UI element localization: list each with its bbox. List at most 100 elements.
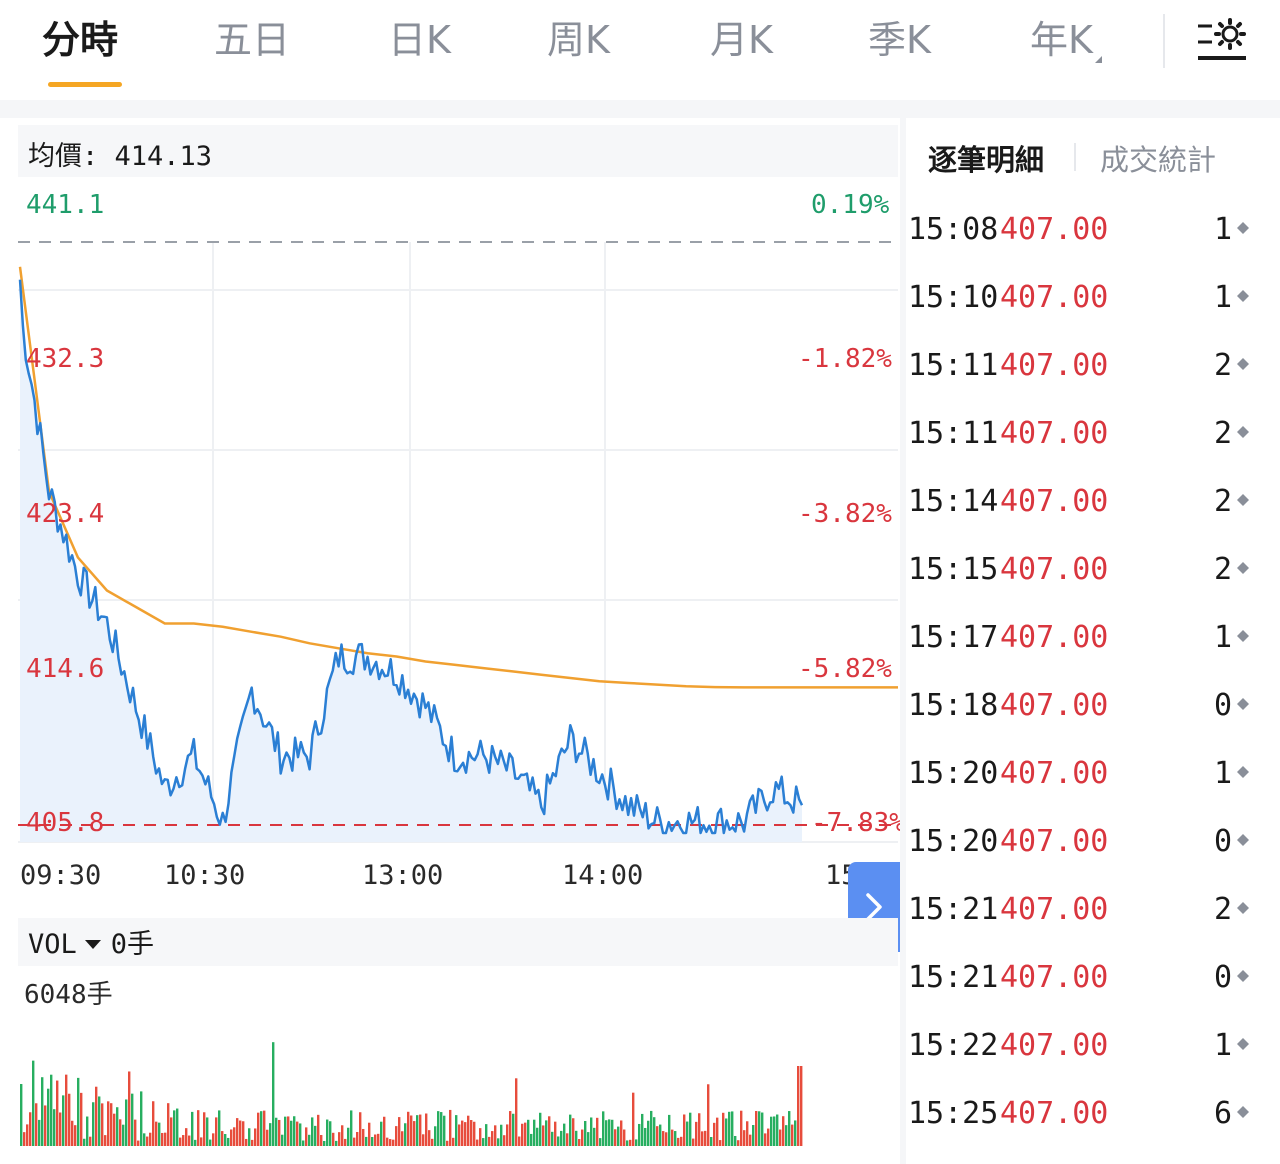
tab-trade-stats[interactable]: 成交統計: [1100, 143, 1217, 177]
volume-bar: [41, 1077, 44, 1146]
volume-bar: [695, 1121, 698, 1146]
volume-selector[interactable]: VOL 0手: [28, 922, 154, 961]
tab-tick-detail[interactable]: 逐筆明細: [928, 143, 1045, 177]
volume-bar: [755, 1110, 758, 1146]
volume-bar: [47, 1088, 50, 1146]
volume-bar: [269, 1123, 272, 1146]
volume-bar: [263, 1110, 266, 1146]
volume-bar: [731, 1111, 734, 1146]
volume-bar: [200, 1137, 203, 1146]
trade-row: 15:17 407.00 1: [906, 610, 1256, 670]
volume-bar: [413, 1121, 416, 1146]
volume-bar: [647, 1120, 650, 1146]
volume-bar: [653, 1117, 656, 1146]
trade-price: 407.00: [1000, 484, 1109, 519]
volume-bar: [365, 1136, 368, 1146]
volume-bar: [50, 1074, 53, 1146]
volume-bar: [698, 1113, 701, 1146]
tab-yearly-k[interactable]: 年K: [1030, 12, 1102, 68]
volume-bar: [509, 1111, 512, 1146]
price-area-fill: [20, 279, 802, 842]
trade-row: 15:21 407.00 2: [906, 882, 1256, 942]
trade-price: 407.00: [1000, 280, 1109, 315]
trade-row: 15:22 407.00 1: [906, 1018, 1256, 1078]
volume-bar: [461, 1120, 464, 1146]
volume-bar: [602, 1111, 605, 1146]
tab-monthly-k[interactable]: 月K: [710, 18, 773, 62]
volume-bar: [236, 1118, 239, 1146]
volume-bar: [629, 1139, 632, 1146]
volume-bar: [440, 1112, 443, 1146]
volume-bar: [149, 1132, 152, 1146]
volume-bar: [797, 1066, 800, 1146]
volume-bar: [560, 1130, 563, 1146]
volume-bar: [608, 1119, 611, 1146]
y-label-bottom: 405.8: [26, 808, 105, 838]
volume-bar: [326, 1119, 329, 1146]
tab-daily-k[interactable]: 日K: [388, 18, 451, 62]
volume-bar: [329, 1121, 332, 1146]
trade-direction-icon: [1237, 834, 1249, 846]
y-label-top: 441.1: [26, 190, 105, 220]
trade-row: 15:10 407.00 1: [906, 270, 1256, 330]
volume-bar: [377, 1133, 380, 1146]
trade-quantity: 2: [1213, 348, 1232, 383]
volume-bar: [596, 1117, 599, 1146]
volume-bar: [488, 1136, 491, 1146]
volume-bar: [407, 1111, 410, 1146]
volume-bar: [767, 1128, 770, 1146]
tab-weekly-k[interactable]: 周K: [547, 18, 610, 62]
volume-bar: [218, 1110, 221, 1146]
volume-bar: [617, 1126, 620, 1146]
volume-bar: [197, 1110, 200, 1146]
volume-bar: [722, 1112, 725, 1146]
volume-bar: [464, 1122, 467, 1146]
period-tab-bar: 分時 五日 日K 周K 月K 季K 年K: [0, 0, 1280, 100]
volume-bar: [503, 1135, 506, 1146]
volume-bar: [569, 1114, 572, 1146]
trade-time: 15:18: [908, 688, 999, 723]
volume-bar: [86, 1116, 89, 1146]
trade-price: 407.00: [1000, 416, 1109, 451]
volume-bar: [239, 1120, 242, 1146]
volume-bar: [185, 1128, 188, 1146]
trade-direction-icon: [1237, 902, 1249, 914]
volume-bar: [716, 1117, 719, 1146]
trade-row: 15:11 407.00 2: [906, 338, 1256, 398]
volume-bar: [179, 1137, 182, 1146]
volume-bar: [62, 1095, 65, 1146]
trade-row: 15:21 407.00 0: [906, 950, 1256, 1010]
volume-bar: [89, 1136, 92, 1146]
volume-bar: [317, 1114, 320, 1146]
trade-price: 407.00: [1000, 756, 1109, 791]
volume-bar: [203, 1112, 206, 1146]
volume-bar: [593, 1127, 596, 1146]
volume-bar: [587, 1132, 590, 1146]
volume-bar: [395, 1126, 398, 1146]
tab-quarterly-k[interactable]: 季K: [868, 18, 931, 62]
tab-five-day[interactable]: 五日: [214, 18, 291, 62]
volume-bar: [785, 1125, 788, 1146]
trade-row: 15:18 407.00 0: [906, 678, 1256, 738]
trade-direction-icon: [1237, 562, 1249, 574]
volume-bar: [347, 1127, 350, 1146]
trade-direction-icon: [1237, 970, 1249, 982]
volume-bar: [275, 1117, 278, 1146]
trade-direction-icon: [1237, 494, 1249, 506]
volume-bar: [572, 1118, 575, 1146]
volume-bar: [779, 1129, 782, 1146]
volume-bar: [266, 1129, 269, 1146]
volume-bar: [32, 1060, 35, 1146]
volume-bar: [512, 1113, 515, 1146]
volume-bar: [467, 1115, 470, 1146]
trade-quantity: 0: [1213, 688, 1232, 723]
tab-intraday[interactable]: 分時: [42, 18, 119, 62]
volume-bar: [158, 1122, 161, 1146]
volume-bar: [248, 1128, 251, 1146]
volume-bar: [152, 1101, 155, 1146]
volume-bar: [641, 1113, 644, 1146]
volume-bar: [122, 1124, 125, 1146]
settings-gear-icon[interactable]: [1194, 12, 1250, 68]
volume-bar: [713, 1122, 716, 1146]
volume-bar: [146, 1136, 149, 1146]
